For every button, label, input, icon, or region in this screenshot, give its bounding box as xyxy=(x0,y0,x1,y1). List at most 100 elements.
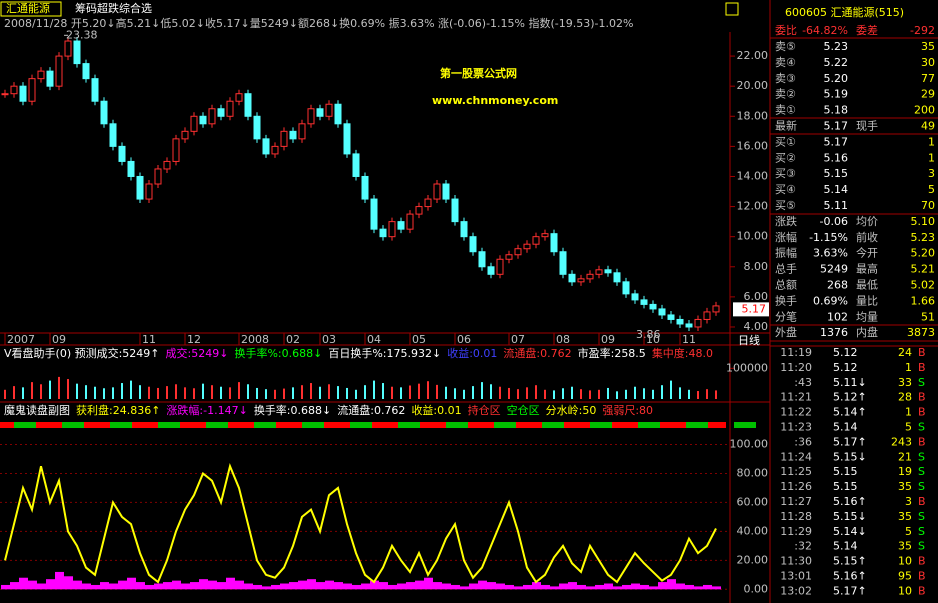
icon[interactable] xyxy=(725,2,739,16)
candle xyxy=(370,198,378,230)
volume-bar xyxy=(49,380,51,399)
order-ratio-value: -292 xyxy=(910,24,935,37)
candle xyxy=(541,233,549,238)
volume-bar xyxy=(589,390,591,399)
trade-volume: 19 xyxy=(898,465,912,478)
candle xyxy=(568,273,576,283)
y-tick-label: 0.00 xyxy=(744,582,769,595)
candle xyxy=(586,273,594,280)
zone-segment xyxy=(254,422,276,428)
trade-price: 5.15↓ xyxy=(833,510,867,523)
candle xyxy=(397,221,405,230)
book-label: 买② xyxy=(775,151,796,164)
indicator-bar xyxy=(271,584,280,590)
trade-price: 5.14↓ xyxy=(833,525,867,538)
indicator-bar xyxy=(514,586,523,590)
candle xyxy=(100,100,108,125)
indicator-bar xyxy=(613,586,622,590)
indicator-bar xyxy=(622,584,631,590)
indicator-bar xyxy=(406,582,415,590)
candle xyxy=(406,213,414,230)
trade-side: B xyxy=(918,391,926,404)
indicator-bar xyxy=(703,584,712,590)
trade-time: 11:24 xyxy=(780,450,812,463)
trade-volume: 33 xyxy=(898,376,912,389)
latest-label: 最新 xyxy=(775,119,797,133)
indicator-header: 强弱尺:80 xyxy=(602,404,653,417)
volume-header: 百日换手%:175.932↓ xyxy=(328,346,441,360)
low-label: 3.86 xyxy=(636,328,661,341)
volume-bar xyxy=(697,391,699,399)
volume-bar xyxy=(76,383,78,399)
trade-side: S xyxy=(918,465,925,478)
candle xyxy=(73,40,81,65)
order-ratio-label: 委比 xyxy=(775,24,797,37)
stat-value: 5.10 xyxy=(911,215,936,228)
book-volume: 5 xyxy=(928,183,935,196)
indicator-bar xyxy=(523,584,532,590)
candle xyxy=(109,123,117,147)
volume-bar xyxy=(301,385,303,399)
indicator-bar xyxy=(46,579,55,590)
book-volume: 1 xyxy=(928,135,935,148)
candle xyxy=(622,281,630,295)
book-price: 5.20 xyxy=(824,72,849,85)
volume-bar xyxy=(13,386,15,399)
y-tick-label: 16.00 xyxy=(737,139,769,152)
candle xyxy=(37,70,45,80)
volume-bar xyxy=(274,389,276,399)
volume-bar xyxy=(679,387,681,399)
volume-bar xyxy=(634,386,636,399)
indicator-bar xyxy=(631,583,640,590)
book-label: 卖① xyxy=(775,104,796,117)
candle xyxy=(64,40,72,57)
trade-time: :43 xyxy=(794,376,812,389)
volume-bar xyxy=(346,387,348,399)
trade-price: 5.14↑ xyxy=(833,406,867,419)
candle xyxy=(244,93,252,117)
candle xyxy=(316,108,324,117)
candle xyxy=(199,115,207,125)
indicator-bar xyxy=(127,577,136,590)
candle xyxy=(298,123,306,140)
indicator-bar xyxy=(649,586,658,590)
zone-segment xyxy=(398,422,420,428)
volume-bar xyxy=(607,387,609,399)
trade-volume: 35 xyxy=(898,480,912,493)
indicator-bar xyxy=(595,584,604,590)
volume-bar xyxy=(490,384,492,399)
volume-bar xyxy=(373,380,375,399)
volume-bar xyxy=(40,384,42,399)
candle xyxy=(91,78,99,102)
indicator-bar xyxy=(136,582,145,590)
candle xyxy=(685,323,693,328)
stat-value: 51 xyxy=(921,310,935,323)
zone-segment xyxy=(302,422,324,428)
indicator-bar xyxy=(334,582,343,590)
stat-label: 均价 xyxy=(856,215,878,228)
indicator-bar xyxy=(388,584,397,590)
trade-time: 11:26 xyxy=(780,480,812,493)
y-tick-label: 12.00 xyxy=(737,200,769,213)
candle xyxy=(496,258,504,275)
stat-value: 5.20 xyxy=(911,247,936,260)
indicator-bar xyxy=(568,582,577,590)
zone-segment xyxy=(542,422,564,428)
candle xyxy=(460,221,468,238)
trade-volume: 24 xyxy=(898,346,912,359)
trade-time: 11:25 xyxy=(780,465,812,478)
candle xyxy=(289,130,297,140)
volume-bar xyxy=(148,386,150,399)
volume-bar xyxy=(247,384,249,399)
volume-bar xyxy=(517,389,519,399)
volume-bar xyxy=(157,387,159,399)
outer-inner-value: 3873 xyxy=(907,326,935,339)
book-volume: 3 xyxy=(928,167,935,180)
indicator-header: 魔鬼读盘副图 xyxy=(4,403,70,417)
candle xyxy=(271,145,279,155)
trade-volume: 10 xyxy=(898,555,912,568)
indicator-bar xyxy=(496,583,505,590)
candle xyxy=(172,138,180,162)
trade-price: 5.11↓ xyxy=(833,376,867,389)
volume-bar xyxy=(130,380,132,399)
